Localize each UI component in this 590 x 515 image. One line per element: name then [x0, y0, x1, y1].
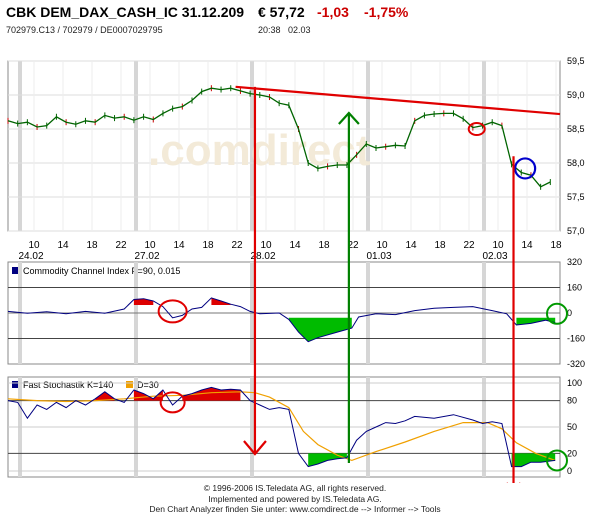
- instrument-title: CBK DEM_DAX_CASH_IC 31.12.209: [6, 4, 245, 20]
- chart-area: .comdirect 59,5 59,0 58,5 58,0 57,5 57,0 10 14…: [7, 56, 585, 483]
- blue-highlight-circle: [514, 157, 537, 180]
- price-series-line: [7, 87, 551, 188]
- stoch-k-line: [7, 386, 556, 468]
- price-y-tick-label: 58,5: [567, 124, 585, 134]
- stoch-y-tick-label: 20: [567, 448, 577, 458]
- hour-tick-label: 10: [144, 240, 156, 251]
- day-separator: [250, 61, 254, 231]
- cci-y-tick-label: 320: [567, 257, 582, 267]
- hour-tick-label: 18: [434, 240, 446, 251]
- red-highlight-ellipse: [159, 391, 186, 414]
- last-price: € 57,72: [258, 4, 305, 20]
- quote-time: 20:38: [258, 25, 281, 35]
- date-tick-label: 01.03: [366, 251, 391, 262]
- stoch-k-legend-swatch: [12, 381, 19, 388]
- price-frame: [7, 60, 561, 232]
- cci-y-tick-label: 160: [567, 283, 582, 293]
- date-tick-label: 28.02: [250, 251, 275, 262]
- hour-tick-label: 14: [405, 240, 417, 251]
- hour-tick-label: 14: [173, 240, 185, 251]
- cci-y-tick-label: -320: [567, 359, 585, 369]
- day-separator: [134, 61, 138, 231]
- stoch-y-tick-label: 0: [567, 466, 572, 476]
- red-down-arrow-head: [243, 440, 267, 456]
- hour-tick-label: 10: [492, 240, 504, 251]
- cci-legend-swatch: [12, 267, 19, 274]
- date-tick-label: 02.03: [482, 251, 507, 262]
- price-y-tick-label: 59,0: [567, 90, 585, 100]
- hour-tick-label: 10: [260, 240, 272, 251]
- stoch-k-legend-label: Fast Stochastik K=140: [23, 380, 113, 390]
- price-y-tick-label: 57,5: [567, 192, 585, 202]
- hour-tick-label: 18: [318, 240, 330, 251]
- stoch-d-legend-swatch: [126, 381, 133, 388]
- price-panel: .comdirect 59,5 59,0 58,5 58,0 57,5 57,0 10 14…: [7, 56, 585, 262]
- day-separator: [366, 61, 370, 231]
- hour-tick-label: 18: [550, 240, 562, 251]
- day-separator: [482, 61, 486, 231]
- hour-tick-label: 22: [231, 240, 243, 251]
- stoch-d-legend-label: D=30: [137, 380, 159, 390]
- price-change: -1,03: [317, 4, 349, 20]
- cci-negative-area: [516, 317, 556, 325]
- hour-tick-label: 14: [289, 240, 301, 251]
- green-highlight-circle: [546, 302, 568, 325]
- resistance-trendline: [235, 85, 561, 116]
- date-tick-label: 27.02: [134, 251, 159, 262]
- hour-tick-label: 22: [115, 240, 127, 251]
- cci-y-tick-label: 0: [567, 308, 572, 318]
- hour-tick-label: 18: [202, 240, 214, 251]
- cci-legend-label: Commodity Channel Index P=90, 0.015: [23, 266, 180, 276]
- stoch-overbought-area: [95, 391, 115, 401]
- stoch-overbought-area: [182, 387, 241, 401]
- hour-tick-label: 18: [86, 240, 98, 251]
- price-y-tick-label: 58,0: [567, 158, 585, 168]
- price-y-tick-label: 59,5: [567, 56, 585, 66]
- hour-tick-label: 10: [376, 240, 388, 251]
- watermark: .comdirect: [148, 126, 371, 175]
- price-change-percent: -1,75%: [364, 4, 409, 20]
- cci-y-tick-label: -160: [567, 334, 585, 344]
- cci-panel: Commodity Channel Index P=90, 0.015 320 1…: [7, 257, 585, 369]
- stoch-y-tick-label: 80: [567, 396, 577, 406]
- stoch-overbought-area: [133, 390, 163, 401]
- date-tick-label: 24.02: [18, 251, 43, 262]
- green-highlight-circle: [546, 449, 568, 472]
- cci-negative-area: [288, 317, 352, 342]
- footer-link-text: Den Chart Analyzer finden Sie unter: www…: [149, 504, 441, 514]
- chart-header: CBK DEM_DAX_CASH_IC 31.12.209 € 57,72 -1…: [0, 0, 590, 40]
- hour-tick-label: 14: [57, 240, 69, 251]
- red-highlight-ellipse: [467, 122, 486, 136]
- price-y-tick-label: 57,0: [567, 226, 585, 236]
- footer-powered: Implemented and powered by IS.Teledata A…: [208, 493, 382, 504]
- quote-date: 02.03: [288, 25, 311, 35]
- cci-line: [7, 297, 556, 343]
- hour-tick-label: 14: [521, 240, 533, 251]
- hour-tick-label: 22: [347, 240, 359, 251]
- stoch-y-tick-label: 50: [567, 422, 577, 432]
- stoch-y-tick-label: 100: [567, 378, 582, 388]
- footer: © 1996-2006 IS.Teledata AG, all rights r…: [0, 483, 590, 515]
- green-up-arrow-head: [338, 111, 360, 125]
- stochastik-panel: Fast Stochastik K=140 D=30 100 80 50 20 0: [7, 376, 582, 478]
- red-highlight-ellipse: [157, 299, 188, 324]
- footer-copyright: © 1996-2006 IS.Teledata AG, all rights r…: [203, 483, 387, 493]
- day-separator: [18, 61, 22, 231]
- hour-tick-label: 22: [463, 240, 475, 251]
- hour-tick-label: 10: [28, 240, 40, 251]
- instrument-ids: 702979.C13 / 702979 / DE0007029795: [6, 25, 163, 35]
